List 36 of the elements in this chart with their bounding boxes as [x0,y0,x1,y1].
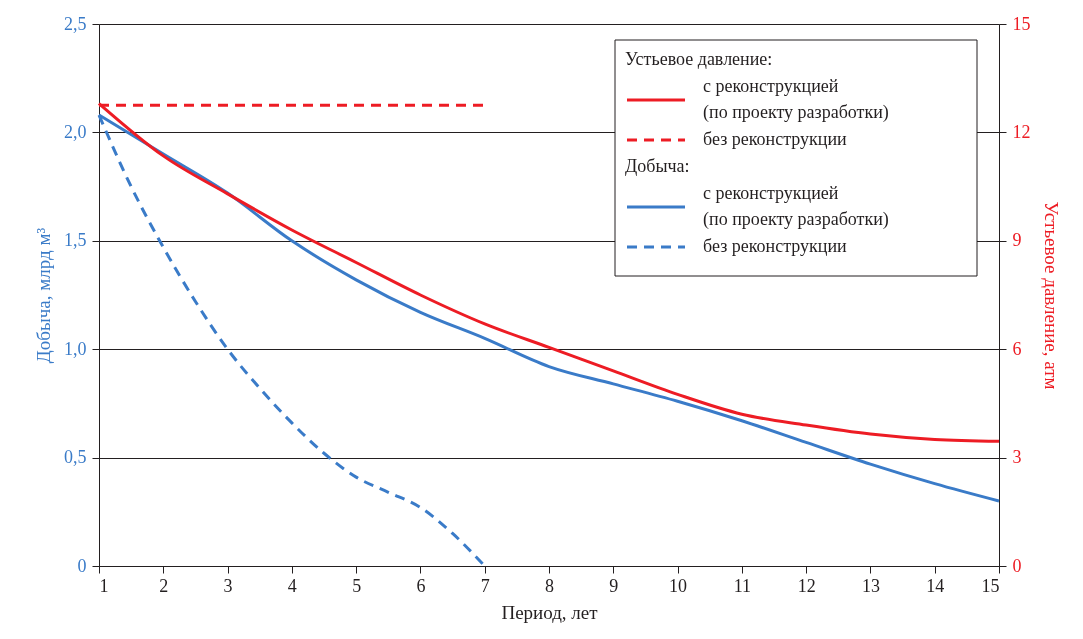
annotation: Устьевое давление: [625,49,773,69]
x-tick-label: 10 [669,575,688,596]
y-tick-label: 0 [77,555,87,576]
x-tick-label: 12 [797,575,816,596]
x-axis-title: Период, лет [501,601,599,623]
annotation: Добыча: [625,156,690,176]
y2-tick-label: 3 [1012,447,1022,468]
x-tick-label: 8 [545,575,554,596]
y-axis-title: Добыча, млрд м³ [33,227,54,364]
y2-tick-label: 0 [1012,555,1022,576]
x-tick-label: 9 [609,575,619,596]
legend-label: без реконструкции [703,129,848,149]
y2-tick-label: 9 [1012,230,1022,251]
y-tick-label: 1,0 [64,338,87,359]
x-tick-label: 15 [981,575,1000,596]
x-tick-label: 2 [159,575,169,596]
legend-label: с реконструкцией (по проекту разработки) [703,76,889,123]
y2-tick-label: 6 [1012,338,1022,359]
x-tick-label: 3 [223,575,233,596]
y-tick-label: 2,0 [64,121,87,142]
x-tick-label: 7 [480,575,490,596]
x-tick-label: 4 [287,575,297,596]
y2-tick-label: 12 [1012,121,1031,142]
x-tick-label: 11 [733,575,752,596]
legend-label: без реконструкции [703,236,848,256]
x-tick-label: 6 [416,575,426,596]
x-tick-label: 1 [99,575,109,596]
y2-tick-label: 15 [1012,13,1031,34]
y-tick-label: 0,5 [64,447,87,468]
legend-label: с реконструкцией (по проекту разработки) [703,183,889,230]
x-tick-label: 5 [352,575,362,596]
y-tick-label: 1,5 [64,230,87,251]
y-tick-label: 2,5 [64,13,87,34]
y2-axis-title: Устьевое давление, атм [1040,201,1062,390]
x-tick-label: 13 [861,575,880,596]
x-tick-label: 14 [926,575,945,596]
